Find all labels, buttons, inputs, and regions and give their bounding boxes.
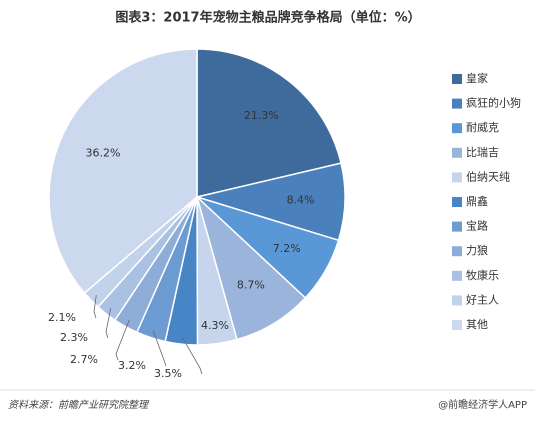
legend-swatch [452, 221, 462, 232]
data-label: 36.2% [85, 147, 120, 160]
legend-swatch [452, 246, 462, 257]
legend-label: 耐威克 [466, 121, 499, 134]
legend-swatch [452, 270, 462, 281]
legend-label: 皇家 [466, 71, 488, 85]
legend-label: 比瑞吉 [466, 145, 499, 159]
source: 资料来源：前瞻产业研究院整理 [8, 399, 150, 411]
legend-swatch [452, 74, 462, 84]
legend-label: 宝路 [466, 219, 488, 233]
pie-slice [196, 48, 342, 198]
legend-swatch [452, 123, 462, 134]
data-label: 4.3% [201, 319, 229, 332]
pie-slice [48, 48, 198, 295]
data-label: 2.1% [48, 311, 76, 324]
legend-label: 其他 [466, 318, 488, 331]
legend-swatch [452, 98, 462, 109]
legend-label: 疯狂的小狗 [466, 96, 521, 110]
leader-line [105, 307, 112, 339]
legend-swatch [452, 320, 462, 330]
legend-label: 伯纳天纯 [466, 169, 510, 183]
data-label: 3.2% [118, 359, 146, 372]
legend-label: 鼎鑫 [466, 194, 488, 208]
leader-line [181, 336, 203, 375]
legend-swatch [452, 295, 462, 306]
legend-swatch [452, 197, 462, 207]
chart-title: 图表3：2017年宠物主粮品牌竞争格局（单位：%） [115, 10, 420, 26]
data-label: 2.7% [70, 353, 98, 366]
data-label: 8.4% [287, 193, 315, 206]
data-label: 8.7% [237, 278, 265, 291]
legend-label: 牧康乐 [466, 268, 499, 282]
data-label: 3.5% [154, 367, 182, 380]
legend-swatch [452, 147, 462, 158]
legend-label: 好主人 [466, 292, 499, 306]
data-label: 2.3% [60, 331, 88, 344]
legend-swatch [452, 172, 462, 183]
legend-label: 力狼 [466, 243, 488, 257]
leader-line [115, 320, 130, 361]
data-label: 7.2% [273, 242, 301, 255]
credit: @前瞻经济学人APP [438, 398, 527, 411]
leader-line [152, 330, 167, 367]
leader-line [93, 295, 97, 319]
data-label: 21.3% [244, 109, 279, 122]
